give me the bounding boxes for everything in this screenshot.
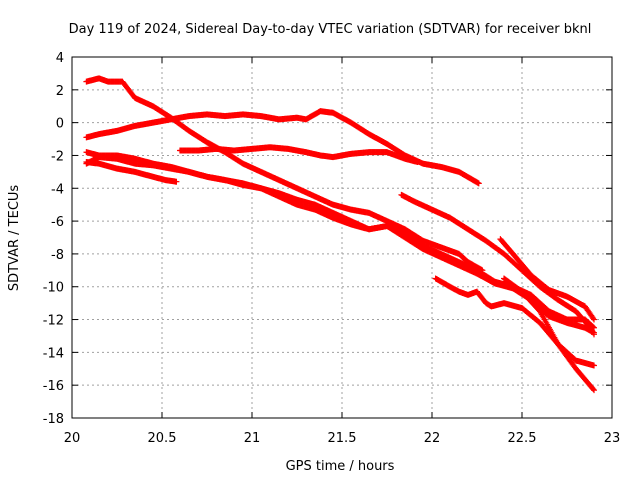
data-marks xyxy=(83,75,597,394)
chart-title: Day 119 of 2024, Sidereal Day-to-day VTE… xyxy=(69,22,592,37)
y-tick-label: -16 xyxy=(43,379,64,394)
data-point xyxy=(414,159,421,166)
data-point xyxy=(173,178,180,185)
x-tick-label: 23 xyxy=(604,431,621,446)
y-tick-label: -18 xyxy=(43,412,64,427)
series-track-4 xyxy=(83,159,180,185)
data-point xyxy=(591,362,597,369)
axis-ticks: 20 20.5 21 21.5 22 22.5 23420-2-4-6-8-10-12-14… xyxy=(43,51,621,446)
y-tick-label: 0 xyxy=(56,117,64,132)
x-tick-label: 20.5 xyxy=(148,431,177,446)
data-point xyxy=(590,386,597,393)
data-point xyxy=(475,180,482,187)
series-track-1 xyxy=(83,75,486,274)
series-track-6 xyxy=(177,144,421,166)
x-tick-label: 22 xyxy=(424,431,441,446)
data-point xyxy=(591,331,597,338)
x-tick-label: 21 xyxy=(244,431,261,446)
y-tick-label: -2 xyxy=(51,149,64,164)
data-point xyxy=(591,387,597,394)
y-tick-label: -6 xyxy=(51,215,64,230)
plot-frame xyxy=(71,56,613,419)
series-track-2 xyxy=(83,108,482,187)
x-axis-label: GPS time / hours xyxy=(286,459,395,474)
y-tick-label: 2 xyxy=(56,84,64,99)
series-track-10 xyxy=(501,275,597,394)
y-tick-label: -10 xyxy=(43,281,64,296)
series-track-9 xyxy=(497,236,597,323)
y-tick-label: -8 xyxy=(51,248,64,263)
data-point xyxy=(591,316,597,323)
y-axis-label: SDTVAR / TECUs xyxy=(7,185,22,292)
data-point xyxy=(590,315,597,322)
x-tick-label: 20 xyxy=(64,431,81,446)
y-tick-label: -12 xyxy=(43,314,64,329)
x-tick-label: 21.5 xyxy=(328,431,357,446)
series-track-7 xyxy=(398,191,597,338)
y-tick-label: -4 xyxy=(51,182,64,197)
x-tick-label: 22.5 xyxy=(508,431,537,446)
y-tick-label: -14 xyxy=(43,346,64,361)
y-tick-label: 4 xyxy=(56,51,64,66)
grid xyxy=(72,57,612,418)
